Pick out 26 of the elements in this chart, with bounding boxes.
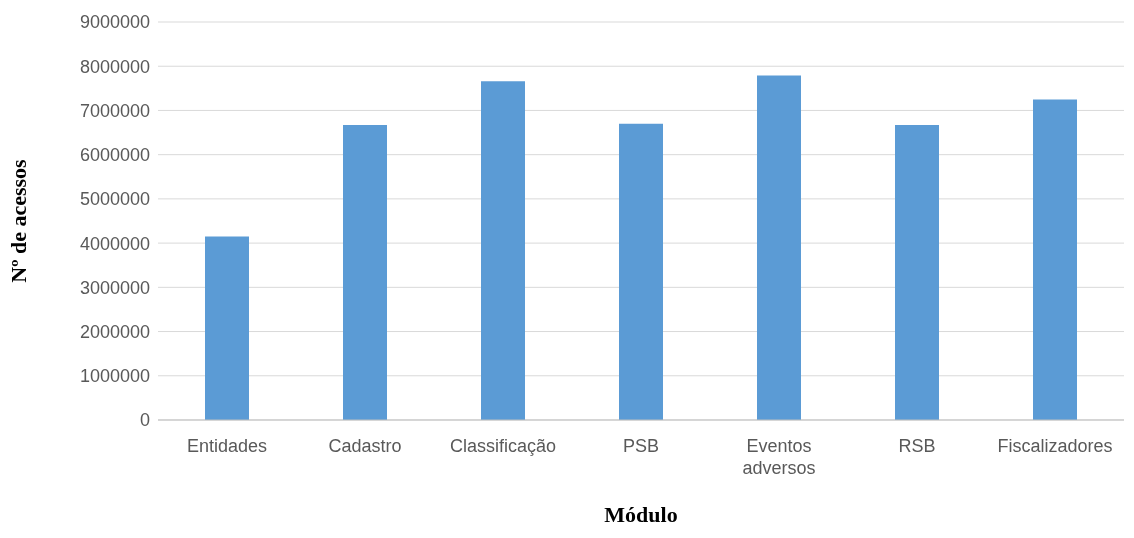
x-tick-label: Cadastro xyxy=(328,436,402,457)
bar xyxy=(1033,99,1077,420)
y-tick-label: 2000000 xyxy=(79,321,150,342)
y-tick-label: 0 xyxy=(139,410,150,431)
bar xyxy=(895,125,939,420)
bar xyxy=(481,81,525,420)
y-tick-label: 1000000 xyxy=(79,366,150,387)
y-tick-label: 9000000 xyxy=(79,12,150,33)
y-tick-label: 6000000 xyxy=(79,145,150,166)
y-axis-title: Nº de acessos xyxy=(5,158,31,283)
x-tick-label: Eventos adversos xyxy=(742,436,816,478)
x-tick-label: RSB xyxy=(898,436,936,457)
bar xyxy=(757,75,801,420)
x-tick-label: PSB xyxy=(622,436,660,457)
y-tick-label: 7000000 xyxy=(79,100,150,121)
x-axis-title: Módulo xyxy=(604,502,678,527)
bar xyxy=(205,236,249,420)
x-tick-label: Fiscalizadores xyxy=(997,436,1113,457)
x-tick-label: Classificação xyxy=(449,436,557,457)
bar xyxy=(619,123,663,420)
y-tick-label: 4000000 xyxy=(79,233,150,254)
x-tick-label: Entidades xyxy=(186,436,268,457)
bar xyxy=(343,125,387,420)
y-tick-label: 5000000 xyxy=(79,189,150,210)
y-tick-label: 8000000 xyxy=(79,56,150,77)
y-tick-label: 3000000 xyxy=(79,277,150,298)
